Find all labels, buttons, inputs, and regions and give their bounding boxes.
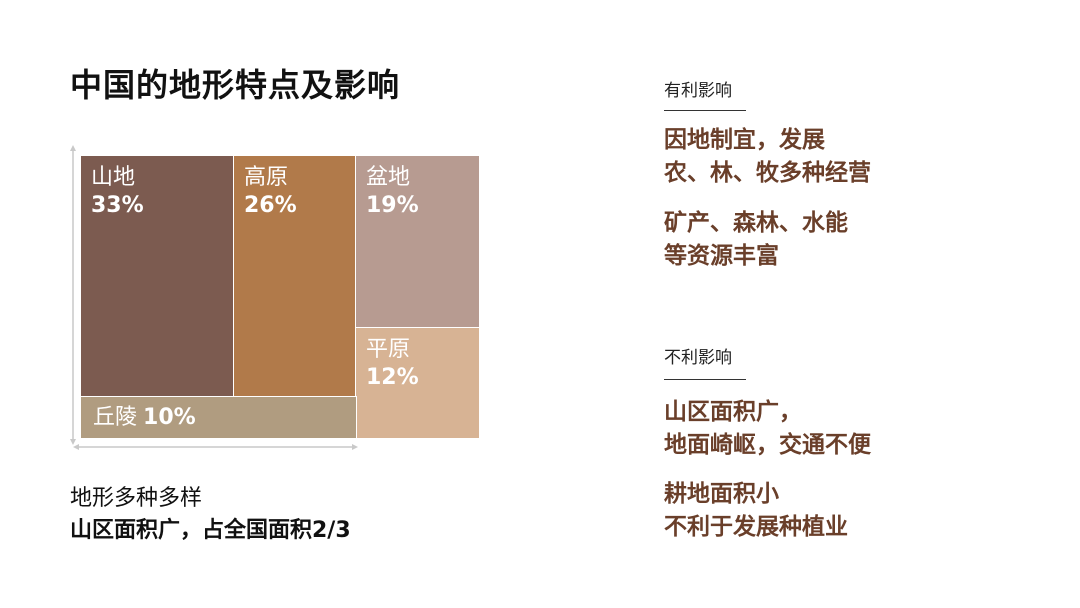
tile-pendi-value: 19%: [366, 193, 419, 218]
favorable-point-1-line-1: 因地制宜，发展: [664, 127, 825, 153]
tile-qiuling-name: 丘陵: [93, 404, 138, 430]
caption-line-2: 山区面积广，占全国面积2/3: [70, 518, 351, 543]
favorable-heading: 有利影响: [664, 81, 732, 101]
tile-gaoyuan-value: 26%: [244, 193, 297, 218]
favorable-point-2-line-2: 等资源丰富: [664, 243, 779, 269]
y-axis-arrow-bottom: [70, 439, 76, 445]
x-axis-arrow-right: [352, 444, 358, 450]
tile-gaoyuan: 高原 26%: [233, 155, 357, 398]
favorable-point-2-line-1: 矿产、森林、水能: [664, 210, 848, 236]
unfavorable-point-2-line-1: 耕地面积小: [664, 481, 779, 507]
unfavorable-point-1-line-1: 山区面积广，: [664, 399, 802, 425]
tile-pendi: 盆地 19%: [355, 155, 480, 329]
treemap-axes: [70, 145, 358, 450]
tile-qiuling-value: 10%: [143, 404, 196, 430]
x-axis-arrow-left: [73, 444, 79, 450]
tile-shandi: 山地 33%: [80, 155, 235, 398]
chart-caption: 地形多种多样 山区面积广，占全国面积2/3: [70, 483, 351, 547]
unfavorable-point-2: 耕地面积小 不利于发展种植业: [664, 478, 848, 544]
tile-shandi-name: 山地: [91, 165, 136, 190]
favorable-point-1: 因地制宜，发展 农、林、牧多种经营: [664, 124, 871, 190]
y-axis-arrow-top: [70, 145, 76, 151]
tile-qiuling: 丘陵 10%: [80, 396, 357, 439]
tile-pendi-name: 盆地: [366, 165, 411, 190]
favorable-point-1-line-2: 农、林、牧多种经营: [664, 160, 871, 186]
page-title: 中国的地形特点及影响: [70, 66, 401, 104]
tile-pingyuan-name: 平原: [366, 337, 411, 362]
favorable-divider: [664, 110, 746, 111]
favorable-point-2: 矿产、森林、水能 等资源丰富: [664, 207, 848, 273]
tile-gaoyuan-name: 高原: [244, 165, 289, 190]
unfavorable-point-1-line-2: 地面崎岖，交通不便: [664, 432, 871, 458]
unfavorable-point-2-line-2: 不利于发展种植业: [664, 514, 848, 540]
tile-pingyuan-value: 12%: [366, 365, 419, 390]
tile-pingyuan: 平原 12%: [355, 327, 480, 439]
terrain-treemap: 山地 33% 高原 26% 盆地 19% 平原 12% 丘陵 10%: [66, 145, 486, 455]
unfavorable-divider: [664, 379, 746, 380]
unfavorable-heading: 不利影响: [664, 348, 732, 368]
caption-line-1: 地形多种多样: [70, 486, 203, 511]
unfavorable-point-1: 山区面积广， 地面崎岖，交通不便: [664, 396, 871, 462]
tile-shandi-value: 33%: [91, 193, 144, 218]
